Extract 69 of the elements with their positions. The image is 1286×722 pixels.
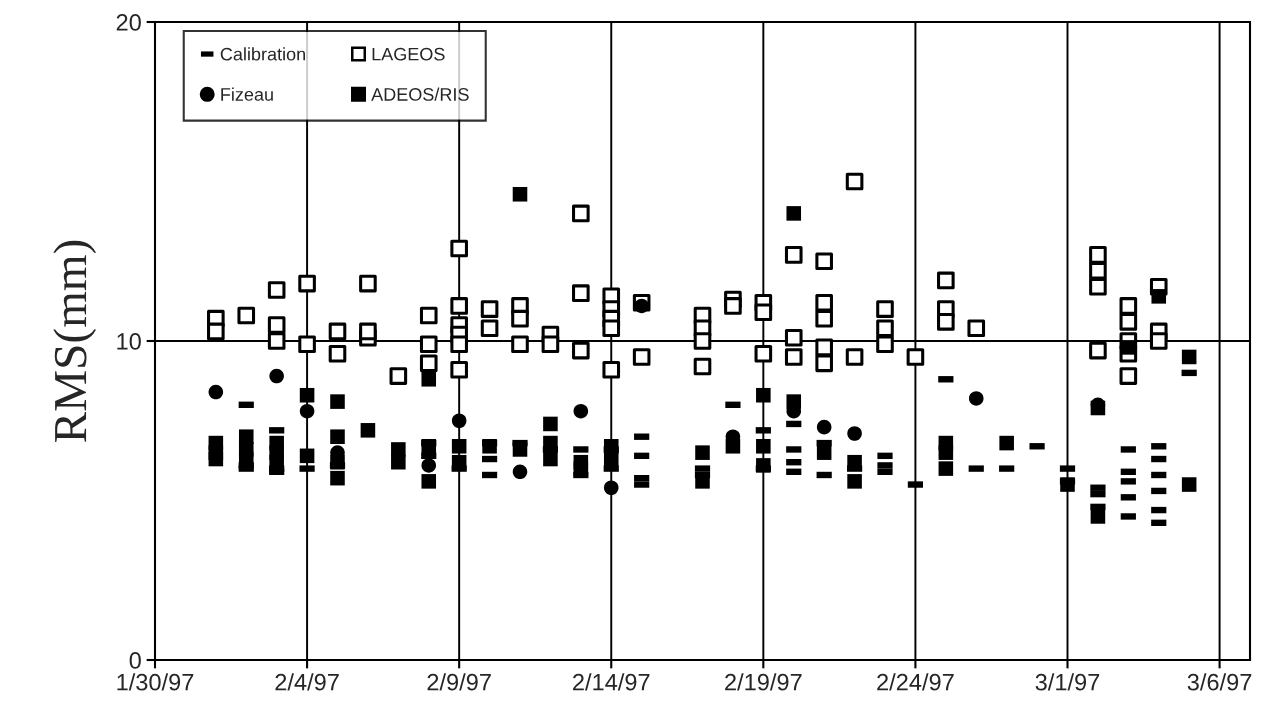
point — [634, 298, 649, 314]
point — [451, 413, 467, 429]
x-tick-label: 1/30/97 — [117, 673, 194, 691]
point — [847, 426, 862, 441]
point — [330, 454, 345, 470]
point — [573, 461, 589, 476]
point — [208, 451, 224, 467]
point — [299, 448, 315, 464]
point — [756, 458, 771, 473]
point — [543, 416, 558, 432]
point — [786, 206, 802, 221]
point — [695, 445, 710, 460]
x-tick-label: 3/1/97 — [1035, 673, 1100, 691]
y-axis-title: RMS(mm) — [53, 240, 97, 442]
point — [451, 454, 467, 470]
legend-label: Fizeau — [221, 87, 273, 101]
point — [938, 461, 954, 476]
point — [330, 470, 345, 486]
y-tick-label: 10 — [117, 333, 141, 350]
point — [816, 419, 832, 435]
point — [421, 372, 437, 387]
point — [269, 368, 284, 384]
point — [512, 186, 528, 202]
point — [512, 442, 528, 457]
point — [421, 438, 437, 454]
point — [1121, 340, 1136, 355]
point — [999, 435, 1014, 451]
point — [299, 387, 315, 403]
x-tick-label: 2/14/97 — [573, 673, 650, 691]
point — [360, 423, 376, 438]
point — [269, 454, 284, 470]
point — [1151, 289, 1167, 304]
point — [451, 438, 467, 454]
point — [1181, 349, 1197, 365]
x-tick-label: 3/6/97 — [1187, 673, 1252, 691]
point — [391, 454, 406, 470]
point — [1090, 509, 1106, 524]
point — [1060, 477, 1075, 492]
point — [299, 403, 315, 419]
point — [482, 438, 497, 454]
y-tick-label: 0 — [129, 652, 141, 669]
y-tick-label: 20 — [116, 14, 141, 31]
point — [208, 384, 224, 400]
point — [330, 394, 345, 409]
point — [756, 387, 771, 403]
point — [238, 451, 254, 467]
legend-label: ADEOS/RIS — [371, 87, 469, 101]
point — [725, 438, 741, 454]
point — [330, 429, 345, 444]
point — [786, 394, 802, 409]
point — [421, 474, 437, 489]
point — [938, 445, 954, 460]
legend-label: Calibration — [220, 47, 305, 61]
point — [512, 464, 528, 480]
x-tick-label: 2/24/97 — [877, 673, 954, 691]
x-tick-label: 2/4/97 — [275, 673, 339, 691]
point — [573, 403, 589, 419]
x-tick-label: 2/19/97 — [725, 673, 802, 691]
point — [968, 391, 984, 406]
point — [756, 438, 771, 454]
point — [847, 474, 862, 489]
x-tick-label: 2/9/97 — [427, 673, 491, 691]
point — [603, 451, 619, 467]
point — [421, 458, 437, 473]
point — [543, 451, 558, 467]
point — [816, 445, 832, 460]
point — [1181, 477, 1197, 492]
legend-label: LAGEOS — [372, 47, 445, 61]
point — [603, 480, 619, 496]
